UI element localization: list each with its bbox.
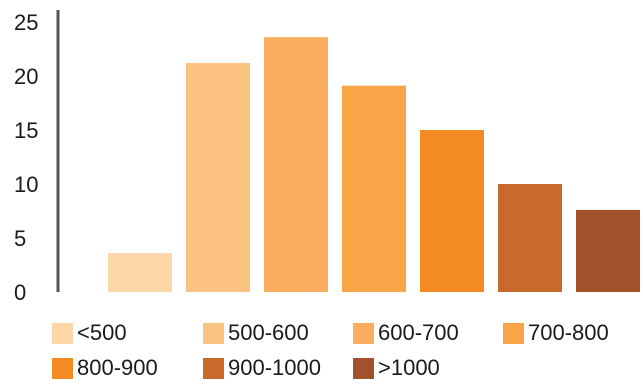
y-tick-label: 5 [14, 226, 26, 251]
bar-2 [264, 37, 328, 293]
y-tick-label: 0 [14, 280, 26, 305]
bars [108, 37, 640, 293]
bar-6 [576, 209, 640, 292]
bar-3 [342, 85, 406, 292]
bar-1 [186, 63, 250, 292]
y-tick-label: 10 [14, 172, 38, 197]
bar-4 [420, 130, 484, 292]
bar-0 [108, 253, 172, 292]
y-axis: 0 5 10 15 20 25 [14, 10, 60, 305]
bar-5 [498, 184, 562, 292]
y-tick-label: 15 [14, 118, 38, 143]
y-tick-label: 25 [14, 10, 38, 35]
y-tick-label: 20 [14, 64, 38, 89]
